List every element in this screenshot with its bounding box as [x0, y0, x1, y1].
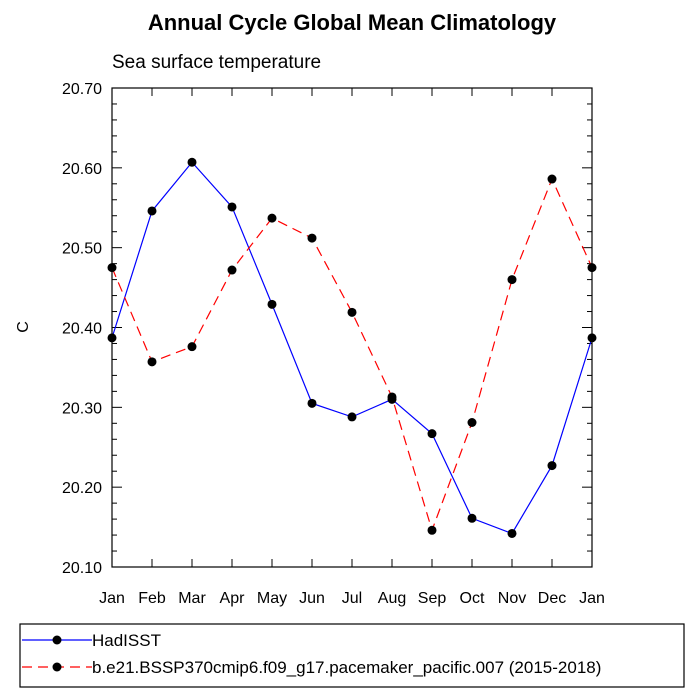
legend-label-1: b.e21.BSSP370cmip6.f09_g17.pacemaker_pac…: [92, 658, 601, 677]
legend-box: [19, 623, 685, 688]
data-point: [467, 418, 477, 428]
data-point: [547, 461, 557, 471]
data-point: [507, 528, 517, 538]
data-point: [187, 157, 197, 167]
y-tick-label: 20.50: [62, 241, 102, 258]
y-tick-label: 20.20: [62, 480, 102, 497]
data-point: [507, 275, 517, 285]
chart-subtitle: Sea surface temperature: [112, 52, 321, 73]
x-tick-label: Apr: [220, 590, 246, 607]
data-point: [107, 333, 117, 343]
plot-frame: [111, 87, 593, 568]
data-point: [587, 333, 597, 343]
data-point: [587, 263, 597, 273]
data-point: [427, 525, 437, 535]
legend-marker-0: [52, 635, 62, 645]
x-tick-label: Aug: [378, 590, 406, 607]
y-tick-label: 20.10: [62, 560, 102, 577]
data-point: [387, 392, 397, 402]
data-point: [187, 342, 197, 352]
data-point: [307, 398, 317, 408]
data-point: [147, 357, 157, 367]
data-point: [267, 213, 277, 223]
data-point: [347, 307, 357, 317]
data-point: [227, 202, 237, 212]
legend: HadISST b.e21.BSSP370cmip6.f09_g17.pacema…: [22, 631, 601, 677]
y-tick-label: 20.40: [62, 321, 102, 338]
data-point: [107, 263, 117, 273]
y-tick-label: 20.70: [62, 81, 102, 98]
x-tick-label: Mar: [178, 590, 206, 607]
legend-label-0: HadISST: [92, 631, 161, 650]
x-tick-label: Jan: [99, 590, 125, 607]
axes: Jan Feb Mar Apr May Jun Jul Aug Sep Oct Nov Dec Jan 2…: [62, 81, 605, 607]
series-layer: [107, 157, 597, 538]
x-tick-label: Jul: [342, 590, 362, 607]
data-point: [347, 412, 357, 422]
x-tick-label: Dec: [538, 590, 566, 607]
data-point: [307, 233, 317, 243]
legend-marker-1: [52, 662, 62, 672]
data-point: [427, 429, 437, 439]
data-point: [547, 174, 557, 184]
x-tick-label: Oct: [460, 590, 485, 607]
chart-title: Annual Cycle Global Mean Climatology: [148, 10, 557, 35]
y-tick-label: 20.30: [62, 400, 102, 417]
x-tick-label: Jan: [579, 590, 605, 607]
x-tick-label: Sep: [418, 590, 447, 607]
x-tick-label: Nov: [498, 590, 526, 607]
data-point: [227, 265, 237, 275]
series-line-1: [111, 177, 593, 533]
x-tick-label: Feb: [138, 590, 166, 607]
data-point: [147, 206, 157, 216]
data-point: [467, 513, 477, 523]
x-tick-label: Jun: [299, 590, 325, 607]
y-tick-label: 20.60: [62, 161, 102, 178]
x-tick-label: May: [257, 590, 287, 607]
series-line-0: [111, 161, 593, 535]
y-axis-label: C: [15, 321, 32, 333]
data-point: [267, 299, 277, 309]
